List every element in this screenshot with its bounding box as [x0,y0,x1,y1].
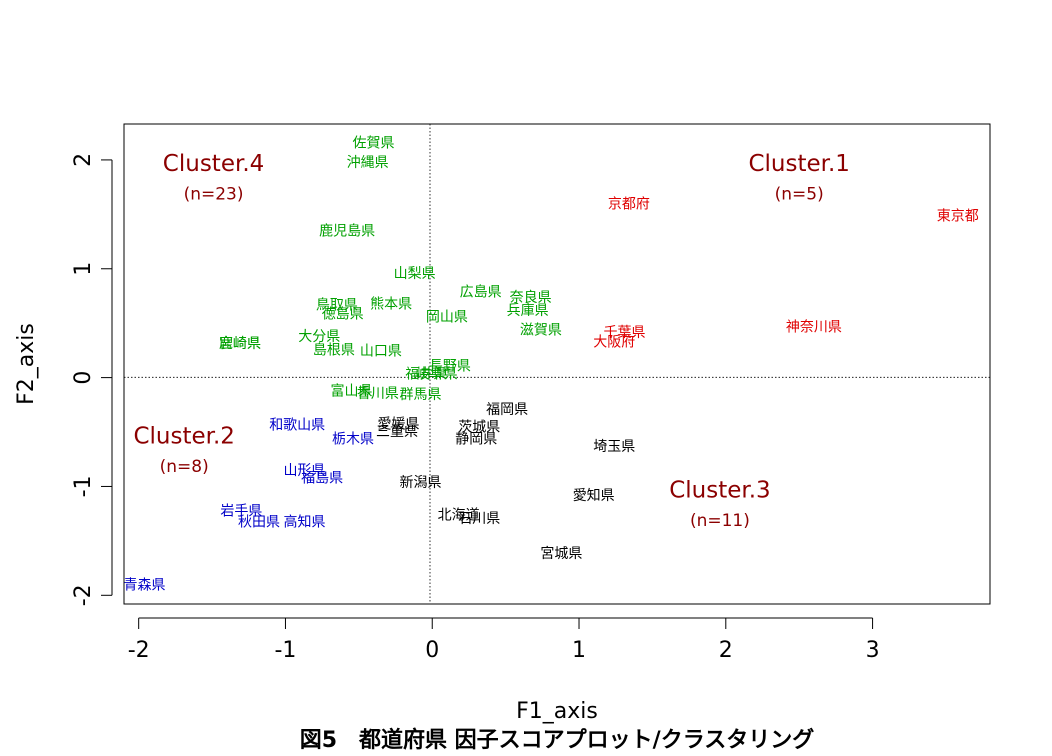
cluster-name-label: Cluster.1 [748,151,849,177]
point-label: 和歌山県 [269,417,325,433]
y-tick-label: 2 [71,153,96,167]
point-label: 大分県 [298,329,340,345]
cluster-name-label: Cluster.4 [163,151,264,177]
point-label: 静岡県 [455,432,497,448]
y-tick-label: -2 [71,584,96,606]
x-tick-label: 0 [425,638,439,663]
x-tick-label: 1 [572,638,586,663]
point-label: 山梨県 [394,266,436,282]
cluster-name-label: Cluster.2 [133,423,234,449]
point-label: 愛知県 [573,487,615,504]
cluster-count-label: (n=8) [160,457,209,477]
point-label: 千葉県 [604,325,646,341]
cluster-name-label: Cluster.3 [669,478,770,504]
point-label: 山口県 [360,343,402,359]
cluster-count-label: (n=5) [775,185,824,205]
chart-title: 図5 都道府県 因子スコアプロット/クラスタリング [300,727,815,753]
point-label: 岩手県 [220,503,262,519]
point-label: 兵庫県 [507,302,549,319]
point-label: 神奈川県 [786,319,842,335]
point-label: 福岡県 [486,402,528,418]
point-label: 大阪府 [593,335,635,351]
point-label: 埼玉県 [593,439,635,455]
point-label: 島根県 [313,342,355,358]
point-label: 沖縄県 [347,155,389,171]
point-label: 鳥取県 [316,298,358,314]
point-label: 新潟県 [399,475,441,491]
point-label: 鹿崎県 [219,335,261,352]
y-tick-label: -1 [71,475,96,497]
point-label: 茨城県 [458,420,500,436]
point-label: 青森県 [124,577,166,593]
point-label: 奈良県 [510,290,552,306]
cluster-count-label: (n=11) [690,511,750,531]
point-label: 栃木県 [332,432,374,448]
x-tick-label: -2 [128,638,150,663]
point-label: 高知県 [284,513,326,530]
point-label: 徳島県 [322,306,364,322]
point-label: 秋田県 [238,514,280,530]
point-label: 愛媛県 [377,416,419,432]
point-label: 北海道 [438,508,480,524]
y-tick-label: 1 [71,262,96,276]
point-label: 山形県 [284,463,326,479]
point-label: 熊本県 [370,297,412,313]
point-label: 福井県 [405,366,447,382]
x-axis: -2 -1 0 1 2 3 [128,617,880,663]
y-tick-label: 0 [71,371,96,385]
point-label: 富山県 [331,383,373,400]
point-label: 香川県 [357,386,399,402]
x-tick-label: 3 [866,638,880,663]
plot-frame [123,123,991,605]
point-label: 岡山県 [426,310,468,326]
point-label: 岐阜県 [416,365,458,382]
point-label: 滋賀県 [520,323,562,339]
point-label: 宮崎県 [219,336,261,352]
cluster-labels: Cluster.1 (n=5) Cluster.2 (n=8) Cluster.3 (n=… [133,151,849,531]
x-tick-label: -1 [274,638,296,663]
point-label: 群馬県 [399,387,441,403]
x-tick-label: 2 [719,638,733,663]
point-label: 広島県 [460,285,502,301]
point-label: 宮城県 [540,546,582,562]
x-axis-title: F1_axis [516,699,598,724]
point-label: 佐賀県 [353,136,395,152]
point-label: 東京都 [937,208,979,224]
point-label: 鹿児島県 [319,223,375,240]
y-axis: -2 -1 0 1 2 [71,153,113,606]
point-label: 福島県 [301,471,343,487]
point-label: 石川県 [458,511,500,527]
y-axis-title: F2_axis [14,323,39,405]
point-label: 京都府 [608,196,650,212]
point-label: 三重県 [376,424,418,440]
point-label: 長野県 [429,359,471,375]
cluster-count-label: (n=23) [184,185,244,205]
